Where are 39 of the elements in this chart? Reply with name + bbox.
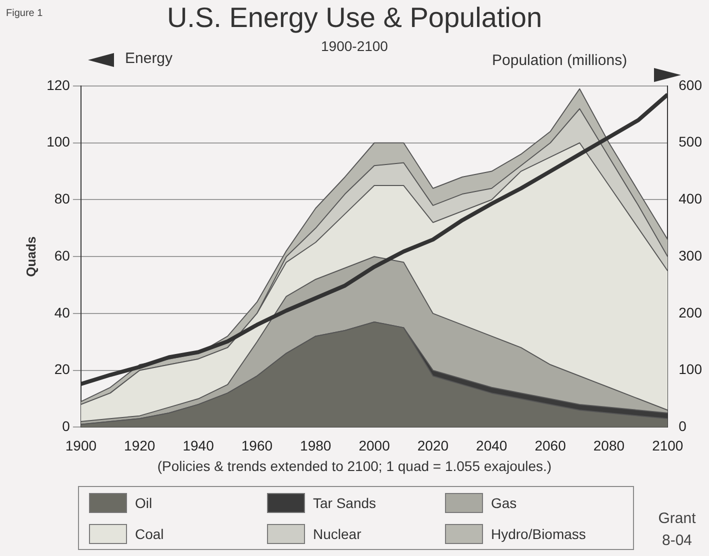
text: Energy <box>125 50 173 67</box>
x-tick-label: 2080 <box>593 437 625 454</box>
y2-tick-label: 600 <box>678 76 702 93</box>
x-tick-label: 2060 <box>534 437 566 454</box>
legend-label: Gas <box>491 494 517 510</box>
x-tick-label: 2000 <box>358 437 390 454</box>
y2-tick-label: 200 <box>678 304 702 320</box>
y-tick-label: 40 <box>54 304 70 320</box>
x-tick-label: 1920 <box>124 437 156 454</box>
x-tick-label: 2040 <box>476 437 508 454</box>
y2-tick-label: 100 <box>678 361 702 378</box>
x-tick-label: 1980 <box>300 437 332 454</box>
x-tick-label: 1960 <box>241 437 273 454</box>
legend-label: Tar Sands <box>313 494 376 510</box>
y2-tick-label: 0 <box>678 418 687 434</box>
y2-axis-title: Population (millions) <box>492 52 628 69</box>
y-tick-label: 120 <box>46 76 70 93</box>
chart-subtitle: 1900-2100 <box>321 38 388 54</box>
text: Grant 8-04 <box>657 509 697 551</box>
y-tick-label: 0 <box>62 418 70 434</box>
chart-title: U.S. Energy Use & Population <box>166 2 542 33</box>
x-tick-label: 1900 <box>65 437 97 454</box>
x-tick-label: 1940 <box>182 437 214 454</box>
legend-label: Coal <box>135 526 164 542</box>
y-tick-label: 100 <box>46 134 70 150</box>
x-tick-label: 2020 <box>417 437 449 454</box>
y-axis-title: Quads <box>23 236 38 277</box>
text: (Policies & trends extended to 2100; 1 quad = 1.055 exajoules.) <box>156 458 553 474</box>
legend-label: Nuclear <box>313 526 362 542</box>
legend-label: Oil <box>135 494 152 510</box>
y-tick-label: 60 <box>54 247 70 264</box>
y2-tick-label: 500 <box>678 134 702 150</box>
y2-tick-label: 400 <box>678 190 702 207</box>
legend-label: Hydro/Biomass <box>491 526 586 542</box>
caption: Figure 1 <box>6 8 43 19</box>
x-tick-label: 2100 <box>652 437 684 454</box>
y-tick-label: 80 <box>54 190 70 207</box>
y2-tick-label: 300 <box>678 247 702 264</box>
y-tick-label: 20 <box>54 361 70 378</box>
